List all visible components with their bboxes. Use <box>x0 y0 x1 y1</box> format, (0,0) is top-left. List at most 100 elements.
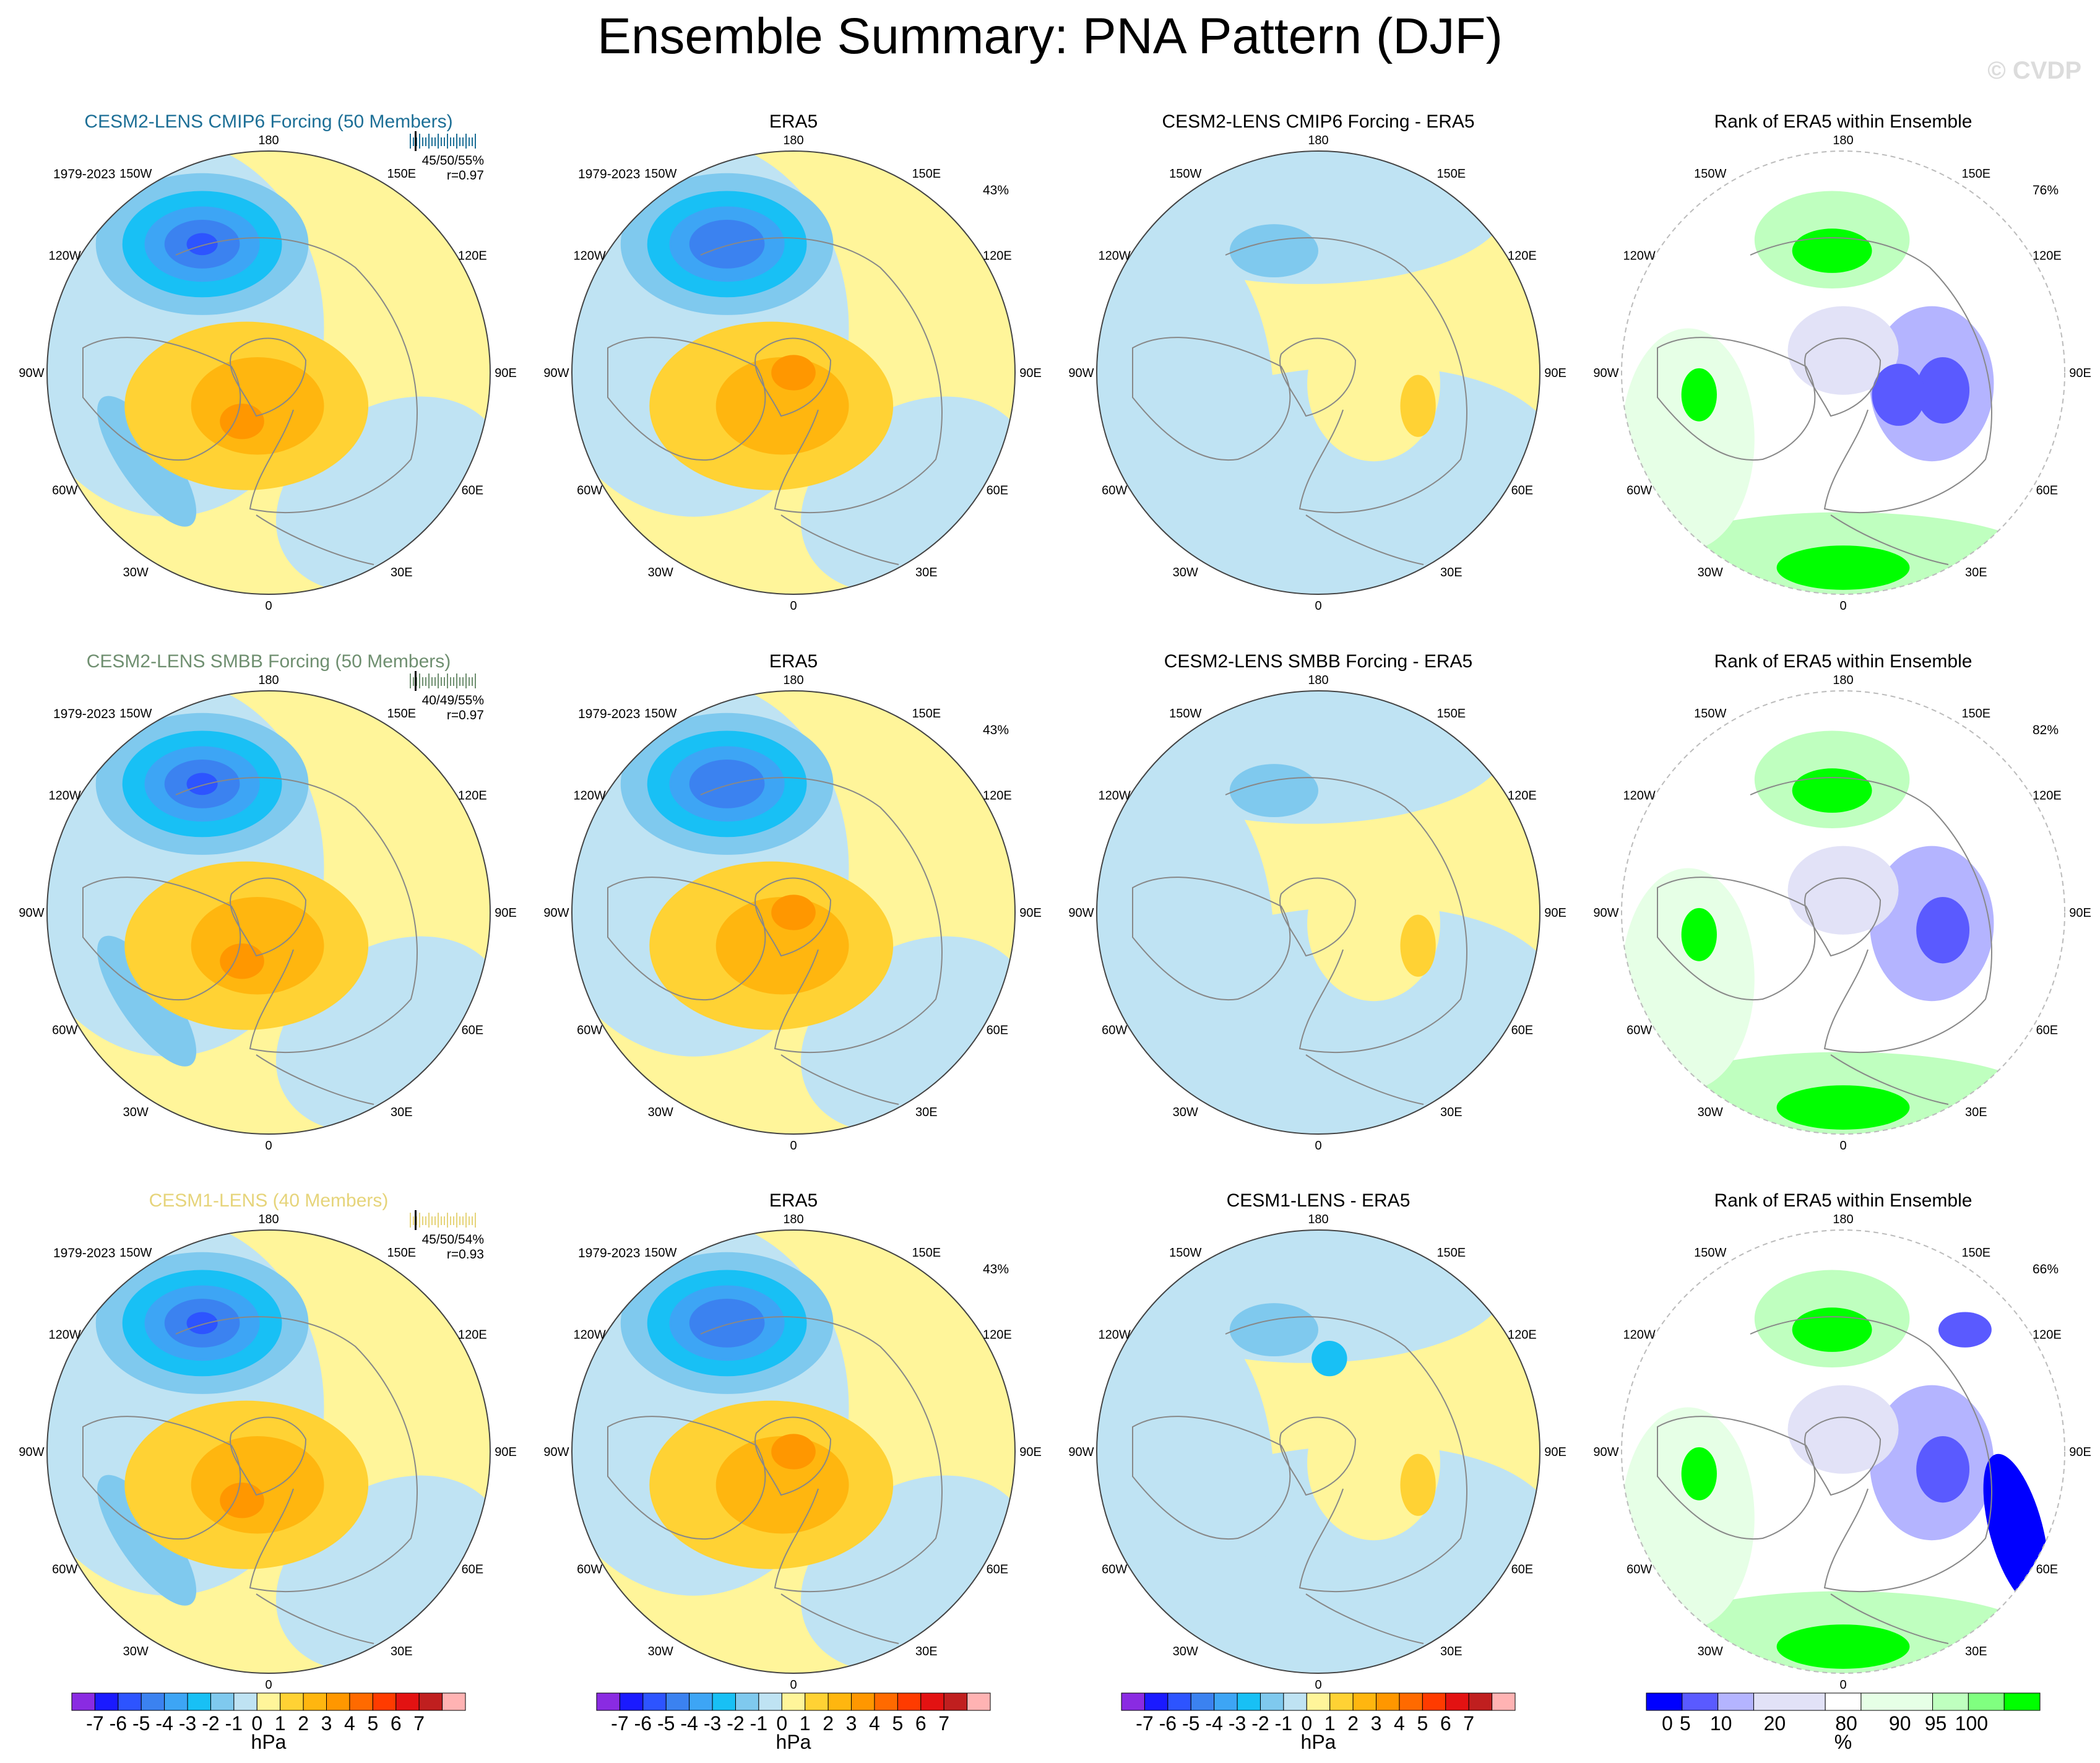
colorbar-tick-label: -4 <box>155 1712 173 1735</box>
longitude-label: 120E <box>458 789 487 802</box>
colorbar-tick-label: 80 <box>1835 1712 1857 1735</box>
longitude-label: 150E <box>1961 707 1990 721</box>
longitude-label: 150E <box>387 167 416 181</box>
colorbar-swatch <box>1306 1692 1331 1711</box>
colorbar-swatch <box>1422 1692 1446 1711</box>
panel-model-row2: 180 150E 120E 90E 60E 30E 0 30W 60W 90W 120W 150W CE… <box>19 651 517 1153</box>
obs-tick <box>415 671 417 691</box>
longitude-label: 180 <box>258 1213 279 1226</box>
panel-obs-row2: 180 150E 120E 90E 60E 30E 0 30W 60W 90W 120W 150W ER… <box>543 651 1042 1153</box>
map-field <box>572 1230 1015 1673</box>
ensemble-member-tick <box>419 1213 420 1228</box>
longitude-label: 60E <box>2036 1024 2059 1037</box>
variance-explained-label: 40/49/55% <box>422 693 484 708</box>
anomaly-negative-core <box>1311 1341 1347 1377</box>
coastline-africa <box>780 1593 899 1644</box>
longitude-label: 120E <box>983 1328 1012 1341</box>
anomaly-positive-max <box>771 355 816 391</box>
ensemble-member-tick <box>438 674 439 688</box>
longitude-label: 30E <box>391 1645 413 1658</box>
longitude-label: 90W <box>1593 366 1618 380</box>
colorbar-swatch <box>1237 1692 1261 1711</box>
map-field <box>572 691 1015 1134</box>
longitude-label: 60W <box>577 1563 602 1577</box>
obs-tick <box>415 1210 417 1230</box>
colorbar-swatch <box>233 1692 257 1711</box>
longitude-label: 30E <box>915 566 938 579</box>
colorbar-swatch <box>1860 1692 1934 1711</box>
colorbar-swatch <box>303 1692 327 1711</box>
longitude-label: 120W <box>1623 1328 1656 1341</box>
anomaly-negative-pacific <box>1229 764 1318 818</box>
longitude-label: 60E <box>987 1024 1009 1037</box>
longitude-label: 30E <box>1965 1645 1987 1658</box>
ensemble-member-tick <box>410 674 411 688</box>
colorbar-swatch <box>1718 1692 1754 1711</box>
longitude-label: 90E <box>2069 906 2091 920</box>
colorbar-swatch <box>1167 1692 1191 1711</box>
colorbar-swatch <box>827 1692 852 1711</box>
colorbar-swatch <box>1214 1692 1238 1711</box>
panel-title: ERA5 <box>769 651 818 672</box>
longitude-label: 0 <box>1315 1678 1321 1692</box>
longitude-label: 90E <box>1019 906 1042 920</box>
ensemble-member-tick <box>459 137 460 146</box>
longitude-label: 120W <box>1099 249 1131 262</box>
rank-region <box>1622 328 1755 550</box>
longitude-label: 120W <box>1623 789 1656 802</box>
longitude-label: 60W <box>577 1024 602 1037</box>
colorbar-swatch <box>1682 1692 1719 1711</box>
longitude-label: 0 <box>265 1139 272 1153</box>
colorbar-tick-label: 6 <box>391 1712 402 1735</box>
ensemble-member-tick <box>422 1216 423 1225</box>
panel-title: Rank of ERA5 within Ensemble <box>1714 651 1973 672</box>
longitude-label: 60W <box>1627 1024 1652 1037</box>
rank-percent-label: 76% <box>2033 183 2059 197</box>
map-field <box>47 151 490 594</box>
colorbar-unit: hPa <box>1301 1731 1336 1753</box>
longitude-label: 90E <box>495 906 517 920</box>
colorbar-swatch <box>1825 1692 1862 1711</box>
colorbar-swatch <box>1352 1692 1377 1711</box>
longitude-label: 180 <box>1833 134 1853 147</box>
colorbar-swatch <box>1329 1692 1354 1711</box>
ensemble-pcvar-strip <box>410 1210 476 1230</box>
pattern-correlation-label: r=0.93 <box>447 1247 484 1262</box>
anomaly-negative-west <box>1097 1307 1274 1663</box>
anomaly-positive-max <box>220 943 264 979</box>
longitude-label: 180 <box>1308 1213 1328 1226</box>
longitude-label: 120W <box>1623 249 1656 262</box>
ensemble-member-tick <box>441 1216 442 1225</box>
coastline-greenland <box>230 337 307 417</box>
longitude-label: 90E <box>1019 1445 1042 1459</box>
colorbar-tick-label: -5 <box>1182 1712 1199 1735</box>
colorbar-swatch <box>326 1692 350 1711</box>
coastline-greenland <box>1804 337 1882 417</box>
longitude-label: 90W <box>1068 906 1094 920</box>
anomaly-low-ring5 <box>689 759 765 808</box>
longitude-label: 180 <box>258 134 279 147</box>
longitude-label: 30W <box>123 1106 149 1119</box>
ensemble-member-tick <box>450 137 451 146</box>
colorbar-tick-label: -6 <box>110 1712 127 1735</box>
colorbar-tick-label: -1 <box>750 1712 767 1735</box>
coastline-africa <box>1830 514 1949 565</box>
coastline-greenland <box>1804 1416 1882 1496</box>
colorbar-tick-label: 0 <box>776 1712 787 1735</box>
anomaly-negative-west <box>1097 228 1274 584</box>
longitude-label: 90E <box>1544 906 1566 920</box>
longitude-label: 60W <box>52 484 77 498</box>
longitude-label: 30W <box>1173 566 1198 579</box>
longitude-label: 0 <box>1315 1139 1321 1153</box>
map-field <box>572 151 1015 594</box>
longitude-label: 30W <box>123 566 149 579</box>
longitude-label: 0 <box>265 599 272 613</box>
ensemble-member-tick <box>450 1216 451 1225</box>
anomaly-positive-europe <box>1400 914 1436 977</box>
longitude-label: 30E <box>1440 1106 1463 1119</box>
ensemble-member-tick <box>462 677 464 686</box>
panel-rank-row1: 180 150E 120E 90E 60E 30E 0 30W 60W 90W 120W 150W Ra… <box>1593 111 2091 613</box>
panel-obs-row1: 180 150E 120E 90E 60E 30E 0 30W 60W 90W 120W 150W ER… <box>543 111 1041 613</box>
map-field <box>47 1230 490 1673</box>
longitude-label: 60W <box>1627 1563 1652 1577</box>
